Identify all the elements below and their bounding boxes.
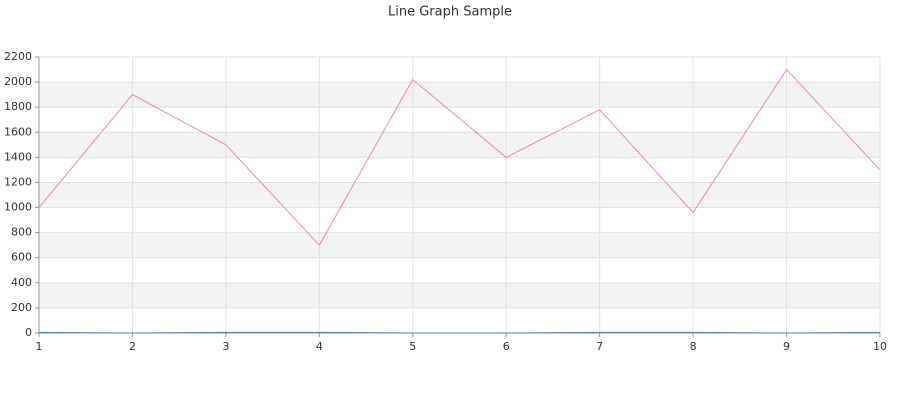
grid-band <box>39 282 880 308</box>
x-tick-label: 3 <box>222 340 229 353</box>
y-tick-label: 200 <box>11 301 32 314</box>
y-tick-label: 1000 <box>4 201 32 214</box>
y-tick-label: 2000 <box>4 75 32 88</box>
x-tick-label: 10 <box>873 340 887 353</box>
y-tick-label: 1600 <box>4 125 32 138</box>
chart-title: Line Graph Sample <box>388 5 512 20</box>
grid-band <box>39 132 880 158</box>
x-tick-label: 2 <box>129 340 136 353</box>
series-line <box>38 331 881 334</box>
grid-band <box>39 82 880 108</box>
grid-band <box>39 232 880 258</box>
x-tick-label: 7 <box>596 340 603 353</box>
x-tick-label: 6 <box>503 340 510 353</box>
y-tick-label: 0 <box>25 326 32 339</box>
x-tick-label: 8 <box>690 340 697 353</box>
y-tick-label: 400 <box>11 276 32 289</box>
y-tick-label: 1200 <box>4 175 32 188</box>
x-tick-label: 1 <box>36 340 43 353</box>
y-tick-label: 1800 <box>4 100 32 113</box>
x-tick-label: 9 <box>783 340 790 353</box>
y-tick-label: 800 <box>11 226 32 239</box>
y-tick-label: 600 <box>11 251 32 264</box>
grid-band <box>39 182 880 208</box>
x-tick-label: 5 <box>409 340 416 353</box>
y-tick-label: 2200 <box>4 50 32 63</box>
y-tick-label: 1400 <box>4 150 32 163</box>
x-tick-label: 4 <box>316 340 323 353</box>
series-line <box>38 68 881 247</box>
